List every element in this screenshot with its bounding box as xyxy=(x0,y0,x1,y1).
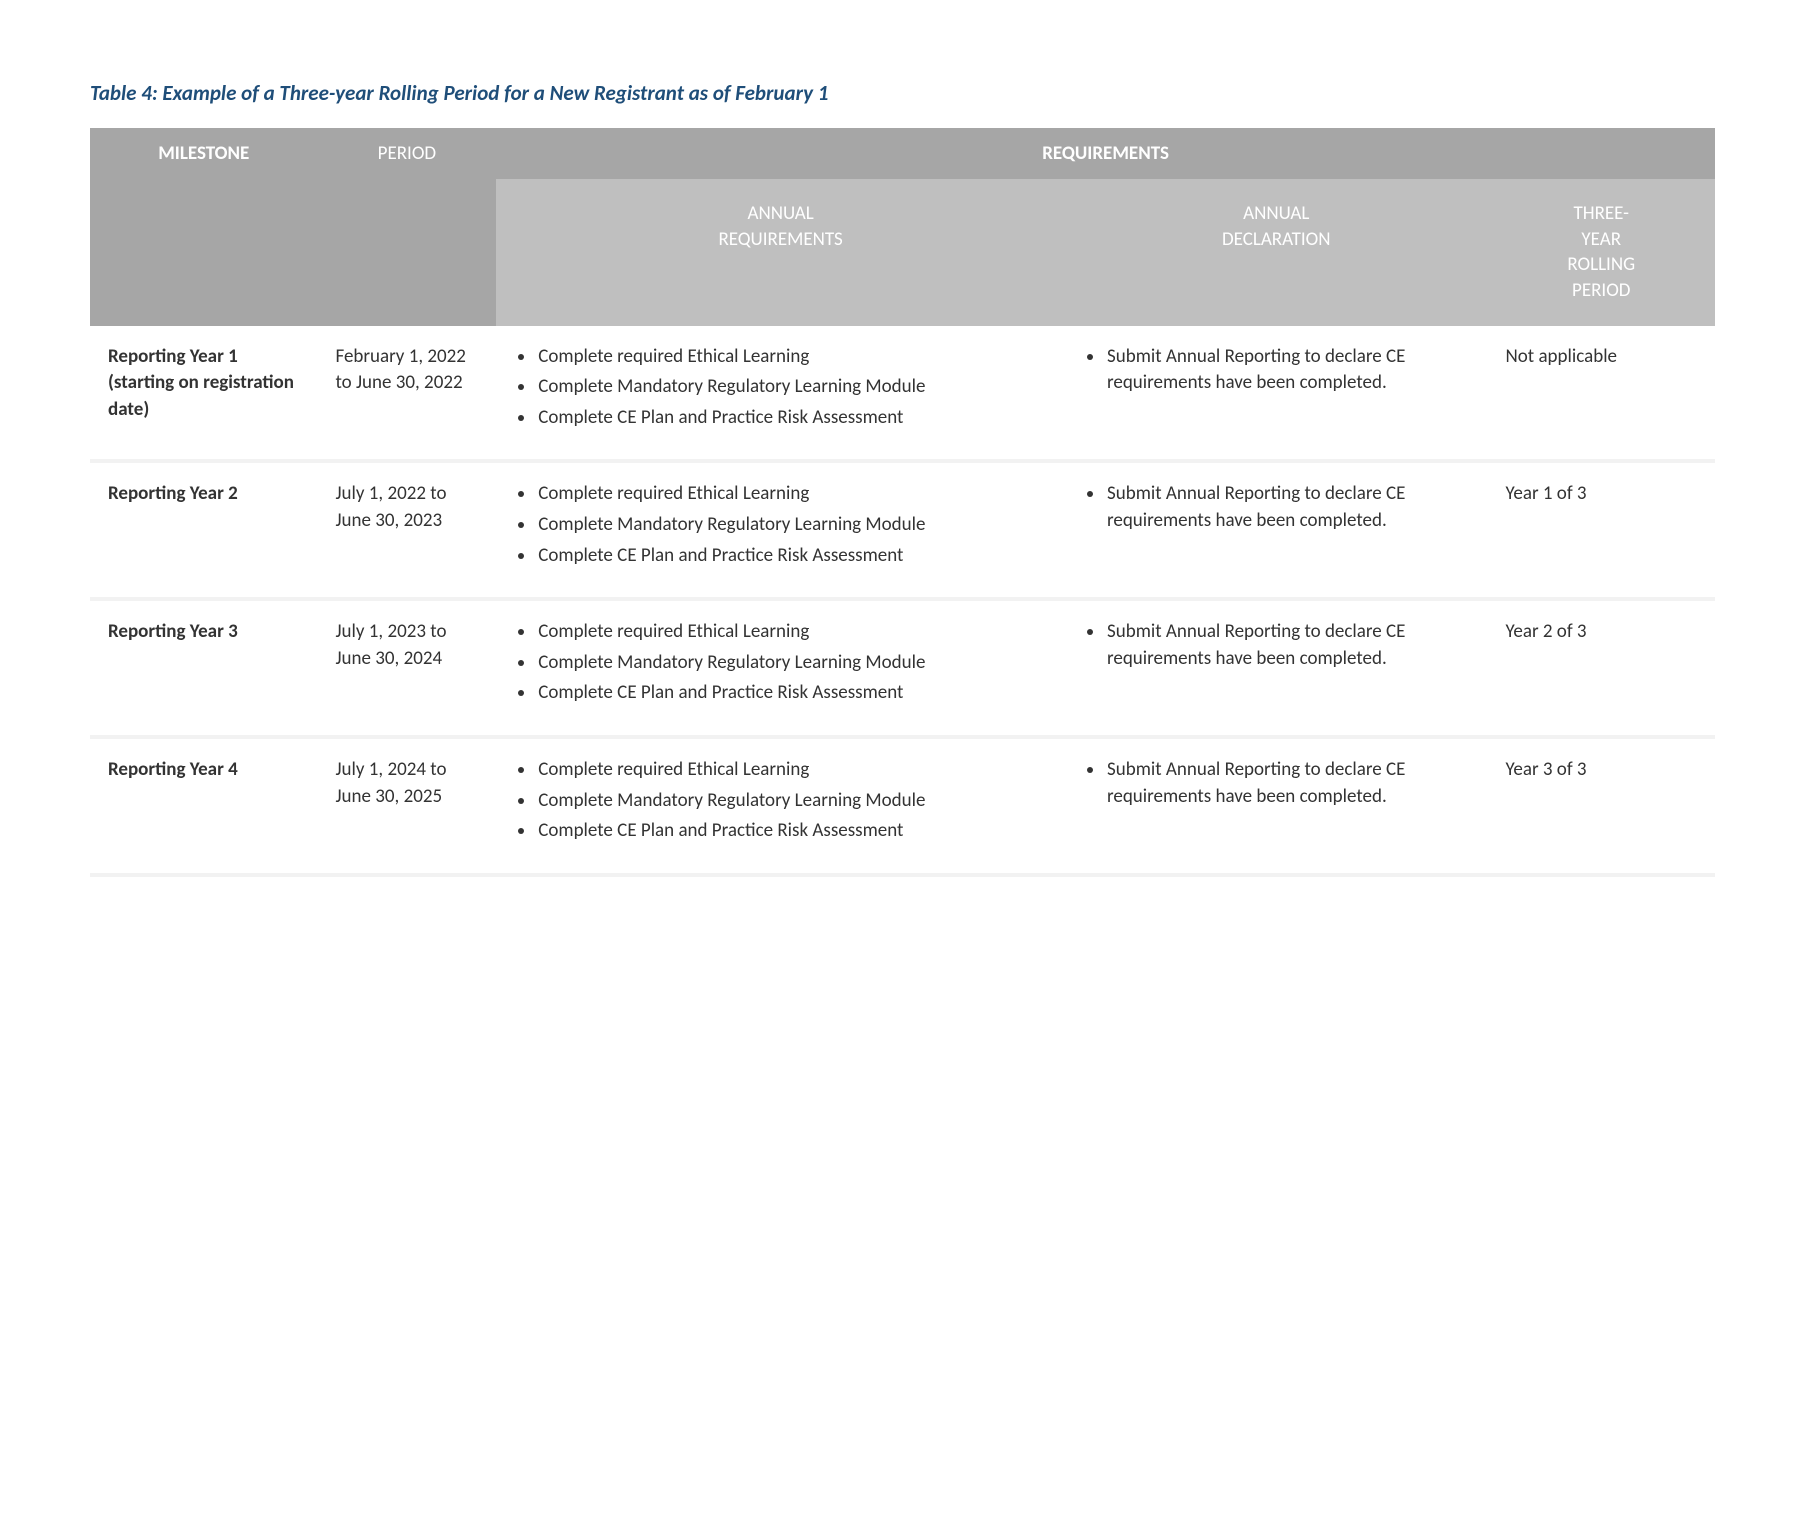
annual-req-item: Complete CE Plan and Practice Risk Asses… xyxy=(536,405,1047,432)
cell-period: February 1, 2022 to June 30, 2022 xyxy=(318,326,497,462)
table-row: Reporting Year 1 (starting on registrati… xyxy=(90,326,1715,462)
annual-req-item: Complete Mandatory Regulatory Learning M… xyxy=(536,650,1047,677)
cell-annual-requirements: Complete required Ethical Learning Comple… xyxy=(496,326,1065,462)
annual-req-list: Complete required Ethical Learning Comple… xyxy=(514,481,1047,569)
annual-req-list: Complete required Ethical Learning Comple… xyxy=(514,344,1047,432)
table-caption: Table 4: Example of a Three-year Rolling… xyxy=(90,80,1715,106)
col-header-annual-declaration: ANNUALDECLARATION xyxy=(1065,179,1488,326)
cell-milestone: Reporting Year 3 xyxy=(90,599,318,737)
annual-decl-list: Submit Annual Reporting to declare CE re… xyxy=(1083,344,1470,397)
cell-rolling: Year 1 of 3 xyxy=(1488,461,1716,599)
annual-req-item: Complete Mandatory Regulatory Learning M… xyxy=(536,788,1047,815)
table-row: Reporting Year 2July 1, 2022 to June 30,… xyxy=(90,461,1715,599)
annual-req-item: Complete required Ethical Learning xyxy=(536,619,1047,646)
annual-decl-item: Submit Annual Reporting to declare CE re… xyxy=(1105,619,1470,672)
col-header-annual-requirements: ANNUALREQUIREMENTS xyxy=(496,179,1065,326)
table-row: Reporting Year 4July 1, 2024 to June 30,… xyxy=(90,737,1715,875)
cell-annual-declaration: Submit Annual Reporting to declare CE re… xyxy=(1065,599,1488,737)
cell-period: July 1, 2022 to June 30, 2023 xyxy=(318,461,497,599)
annual-req-item: Complete required Ethical Learning xyxy=(536,757,1047,784)
cell-period: July 1, 2024 to June 30, 2025 xyxy=(318,737,497,875)
cell-annual-declaration: Submit Annual Reporting to declare CE re… xyxy=(1065,737,1488,875)
rolling-period-table: MILESTONE PERIOD REQUIREMENTS ANNUALREQU… xyxy=(90,128,1715,877)
annual-req-item: Complete required Ethical Learning xyxy=(536,344,1047,371)
annual-req-item: Complete CE Plan and Practice Risk Asses… xyxy=(536,680,1047,707)
cell-annual-declaration: Submit Annual Reporting to declare CE re… xyxy=(1065,326,1488,462)
col-header-milestone: MILESTONE xyxy=(90,128,318,326)
annual-decl-item: Submit Annual Reporting to declare CE re… xyxy=(1105,481,1470,534)
col-header-period: PERIOD xyxy=(318,128,497,326)
col-header-rolling: THREE-YEARROLLINGPERIOD xyxy=(1488,179,1716,326)
annual-decl-list: Submit Annual Reporting to declare CE re… xyxy=(1083,481,1470,534)
cell-annual-requirements: Complete required Ethical Learning Comple… xyxy=(496,599,1065,737)
annual-req-list: Complete required Ethical Learning Comple… xyxy=(514,757,1047,845)
annual-decl-list: Submit Annual Reporting to declare CE re… xyxy=(1083,619,1470,672)
annual-req-item: Complete Mandatory Regulatory Learning M… xyxy=(536,374,1047,401)
table-body: Reporting Year 1 (starting on registrati… xyxy=(90,326,1715,875)
cell-annual-requirements: Complete required Ethical Learning Comple… xyxy=(496,461,1065,599)
table-row: Reporting Year 3July 1, 2023 to June 30,… xyxy=(90,599,1715,737)
annual-decl-item: Submit Annual Reporting to declare CE re… xyxy=(1105,344,1470,397)
annual-req-item: Complete CE Plan and Practice Risk Asses… xyxy=(536,818,1047,845)
cell-period: July 1, 2023 to June 30, 2024 xyxy=(318,599,497,737)
annual-req-list: Complete required Ethical Learning Comple… xyxy=(514,619,1047,707)
cell-rolling: Year 2 of 3 xyxy=(1488,599,1716,737)
cell-rolling: Year 3 of 3 xyxy=(1488,737,1716,875)
annual-req-item: Complete Mandatory Regulatory Learning M… xyxy=(536,512,1047,539)
cell-rolling: Not applicable xyxy=(1488,326,1716,462)
annual-req-item: Complete CE Plan and Practice Risk Asses… xyxy=(536,543,1047,570)
cell-milestone: Reporting Year 2 xyxy=(90,461,318,599)
cell-milestone: Reporting Year 4 xyxy=(90,737,318,875)
col-header-requirements-span: REQUIREMENTS xyxy=(496,128,1715,179)
annual-decl-list: Submit Annual Reporting to declare CE re… xyxy=(1083,757,1470,810)
annual-decl-item: Submit Annual Reporting to declare CE re… xyxy=(1105,757,1470,810)
cell-milestone: Reporting Year 1 (starting on registrati… xyxy=(90,326,318,462)
annual-req-item: Complete required Ethical Learning xyxy=(536,481,1047,508)
cell-annual-declaration: Submit Annual Reporting to declare CE re… xyxy=(1065,461,1488,599)
cell-annual-requirements: Complete required Ethical Learning Comple… xyxy=(496,737,1065,875)
